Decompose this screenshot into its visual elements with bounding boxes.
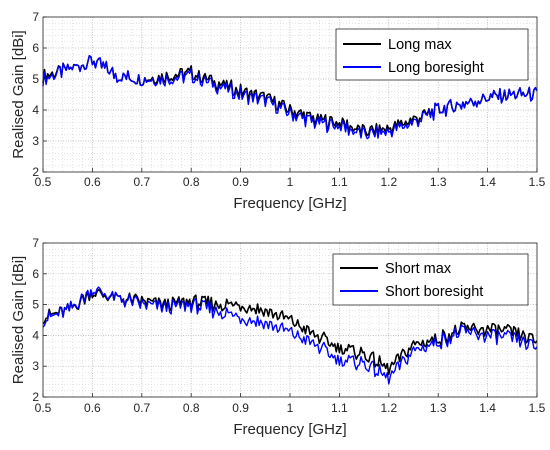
legend-bottom: Short max Short boresight (332, 253, 529, 306)
x-tick-label: 1.4 (479, 175, 496, 189)
grid-minor-top (43, 17, 537, 172)
y-tick-label: 2 (32, 165, 39, 179)
x-tick-labels-bottom: 0.5 0.6 0.7 0.8 0.9 1 1.1 1.2 1.3 1.4 1.… (35, 401, 546, 415)
y-axis-title-top: Realised Gain [dBi] (10, 30, 27, 158)
plot-frame-top (42, 16, 538, 173)
series-lines-bottom (42, 286, 538, 385)
y-tick-label: 5 (32, 72, 39, 86)
x-tick-label: 1.2 (380, 175, 397, 189)
series-line-long-boresight (42, 54, 538, 140)
x-tick-label: 0.8 (183, 401, 200, 415)
x-tick-label: 1.2 (380, 401, 397, 415)
x-tick-label: 1.5 (529, 175, 546, 189)
x-tick-label: 1.1 (331, 401, 348, 415)
x-tick-label: 0.8 (183, 175, 200, 189)
series-lines-top (42, 54, 538, 140)
x-tick-label: 0.5 (35, 175, 52, 189)
y-tick-label: 5 (32, 298, 39, 312)
legend-box-top (335, 28, 529, 81)
y-tick-label: 7 (32, 236, 39, 250)
y-tick-label: 7 (32, 10, 39, 24)
y-axis-title-bottom: Realised Gain [dBi] (10, 256, 27, 384)
y-tick-label: 4 (32, 328, 39, 342)
x-tick-label: 1.3 (430, 175, 447, 189)
y-tick-label: 2 (32, 390, 39, 404)
chart-top: 0.5 0.6 0.7 0.8 0.9 1 1.1 1.2 1.3 1.4 1.… (10, 10, 546, 212)
x-tick-label: 0.9 (232, 401, 249, 415)
x-tick-label: 1.1 (331, 175, 348, 189)
x-tick-label: 1.3 (430, 401, 447, 415)
y-tick-label: 3 (32, 134, 39, 148)
y-tick-label: 6 (32, 41, 39, 55)
x-tick-label: 0.6 (84, 401, 101, 415)
chart-bottom: 0.5 0.6 0.7 0.8 0.9 1 1.1 1.2 1.3 1.4 1.… (10, 236, 546, 438)
y-tick-label: 6 (32, 267, 39, 281)
x-tick-label: 0.5 (35, 401, 52, 415)
x-tick-label: 0.7 (133, 401, 150, 415)
x-tick-labels-top: 0.5 0.6 0.7 0.8 0.9 1 1.1 1.2 1.3 1.4 1.… (35, 175, 546, 189)
legend-label-short-boresight: Short boresight (385, 284, 483, 300)
legend-box-bottom (332, 253, 529, 306)
legend-label-long-boresight: Long boresight (388, 60, 484, 76)
legend-label-short-max: Short max (385, 261, 452, 277)
legend-label-long-max: Long max (388, 37, 452, 53)
legend-top: Long max Long boresight (335, 28, 529, 81)
x-axis-title-bottom: Frequency [GHz] (233, 421, 346, 438)
plot-frame-bottom (42, 242, 538, 398)
x-axis-title-top: Frequency [GHz] (233, 195, 346, 212)
x-tick-label: 1.4 (479, 401, 496, 415)
x-tick-label: 1 (287, 175, 294, 189)
x-tick-label: 0.7 (133, 175, 150, 189)
x-tick-label: 0.9 (232, 175, 249, 189)
x-tick-label: 1 (287, 401, 294, 415)
x-tick-label: 0.6 (84, 175, 101, 189)
series-line-short-boresight (42, 286, 538, 385)
y-tick-labels-bottom: 2 3 4 5 6 7 (32, 236, 39, 404)
y-tick-labels-top: 2 3 4 5 6 7 (32, 10, 39, 179)
y-tick-label: 4 (32, 103, 39, 117)
y-tick-label: 3 (32, 359, 39, 373)
x-tick-label: 1.5 (529, 401, 546, 415)
